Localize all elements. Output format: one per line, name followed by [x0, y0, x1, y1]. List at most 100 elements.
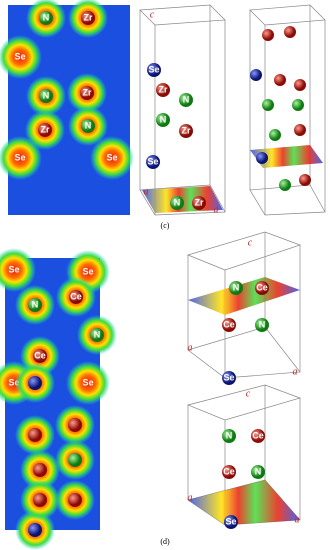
atom-label: N	[160, 114, 167, 124]
atom	[256, 152, 268, 164]
atom	[81, 119, 95, 133]
atom	[28, 298, 42, 312]
atom	[294, 124, 306, 136]
atom	[255, 281, 269, 295]
density-blob	[0, 35, 42, 79]
atom-label: Se	[147, 156, 158, 166]
atom	[299, 174, 311, 186]
atom-label: Se	[14, 51, 25, 61]
caption: (d)	[160, 537, 170, 546]
atom-label: N	[259, 319, 266, 329]
atom	[156, 83, 170, 97]
atom-label: Se	[106, 152, 117, 162]
axis-label: a	[144, 186, 149, 197]
atom	[90, 328, 104, 342]
atom	[292, 99, 304, 111]
atom-label: Zr	[182, 125, 191, 135]
atom	[284, 26, 296, 38]
atom-label: N	[43, 90, 50, 100]
atom-label: Se	[8, 377, 19, 387]
atom-label: Ce	[252, 430, 264, 440]
density-blob	[0, 248, 36, 292]
atom	[251, 465, 265, 479]
atom-label: Se	[82, 377, 93, 387]
atom-label: Se	[82, 266, 93, 276]
atom	[222, 318, 236, 332]
atom	[38, 123, 52, 137]
atom	[262, 99, 274, 111]
atom	[147, 63, 161, 77]
atom-label: Se	[223, 372, 234, 382]
atom	[179, 124, 193, 138]
axis-label: a	[214, 204, 219, 215]
atom-label: N	[174, 197, 181, 207]
caption: (c)	[161, 221, 170, 230]
atom	[68, 493, 82, 507]
atom	[192, 196, 206, 210]
atom	[222, 371, 236, 385]
atom-label: Zr	[195, 197, 204, 207]
atom-label: N	[85, 120, 92, 130]
axis-label: a	[188, 342, 193, 353]
atom-label: Zr	[83, 87, 92, 97]
axis-label: a	[295, 514, 300, 525]
atom	[39, 89, 53, 103]
atom	[251, 429, 265, 443]
atom	[156, 113, 170, 127]
atom	[68, 453, 82, 467]
atom-label: Zr	[41, 124, 50, 134]
atom-label: Se	[148, 64, 159, 74]
atom	[33, 493, 47, 507]
atom-label: Ce	[223, 466, 235, 476]
atom	[229, 281, 243, 295]
atom-label: N	[32, 299, 39, 309]
axis-label: c	[150, 9, 155, 20]
atom-label: Ce	[223, 319, 235, 329]
density-blob	[0, 136, 42, 180]
atom	[68, 418, 82, 432]
atom-label: Ce	[256, 282, 268, 292]
atom	[262, 29, 274, 41]
atom-label: Ce	[34, 350, 46, 360]
atom-label: N	[43, 12, 50, 22]
atom	[294, 79, 306, 91]
axis-label: c	[246, 388, 251, 399]
density-blob	[66, 361, 110, 405]
atom	[33, 463, 47, 477]
atom-label: N	[233, 282, 240, 292]
atom-label: Ce	[70, 291, 82, 301]
density-blob	[90, 136, 134, 180]
atom	[146, 155, 160, 169]
atom-label: N	[226, 430, 233, 440]
atom	[224, 515, 238, 529]
atom	[279, 179, 291, 191]
atom	[179, 93, 193, 107]
atom	[222, 429, 236, 443]
atom-label: N	[255, 466, 262, 476]
atom-label: N	[94, 329, 101, 339]
atom	[170, 196, 184, 210]
atom-label: Zr	[159, 84, 168, 94]
atom	[69, 290, 83, 304]
atom	[250, 69, 262, 81]
atom	[28, 523, 42, 537]
atom	[39, 11, 53, 25]
atom-label: Se	[8, 264, 19, 274]
atom	[28, 376, 42, 390]
atom	[28, 428, 42, 442]
atom	[255, 318, 269, 332]
atom-label: Se	[14, 152, 25, 162]
atom	[269, 129, 281, 141]
atom-label: N	[183, 94, 190, 104]
atom	[81, 11, 95, 25]
axis-label: a	[188, 492, 193, 503]
axis-label: c	[248, 237, 253, 248]
atom-label: Se	[225, 516, 236, 526]
atom	[274, 74, 286, 86]
atom	[33, 349, 47, 363]
atom	[80, 86, 94, 100]
atom-label: Zr	[84, 12, 93, 22]
axis-label: a	[293, 366, 298, 377]
atom	[222, 465, 236, 479]
